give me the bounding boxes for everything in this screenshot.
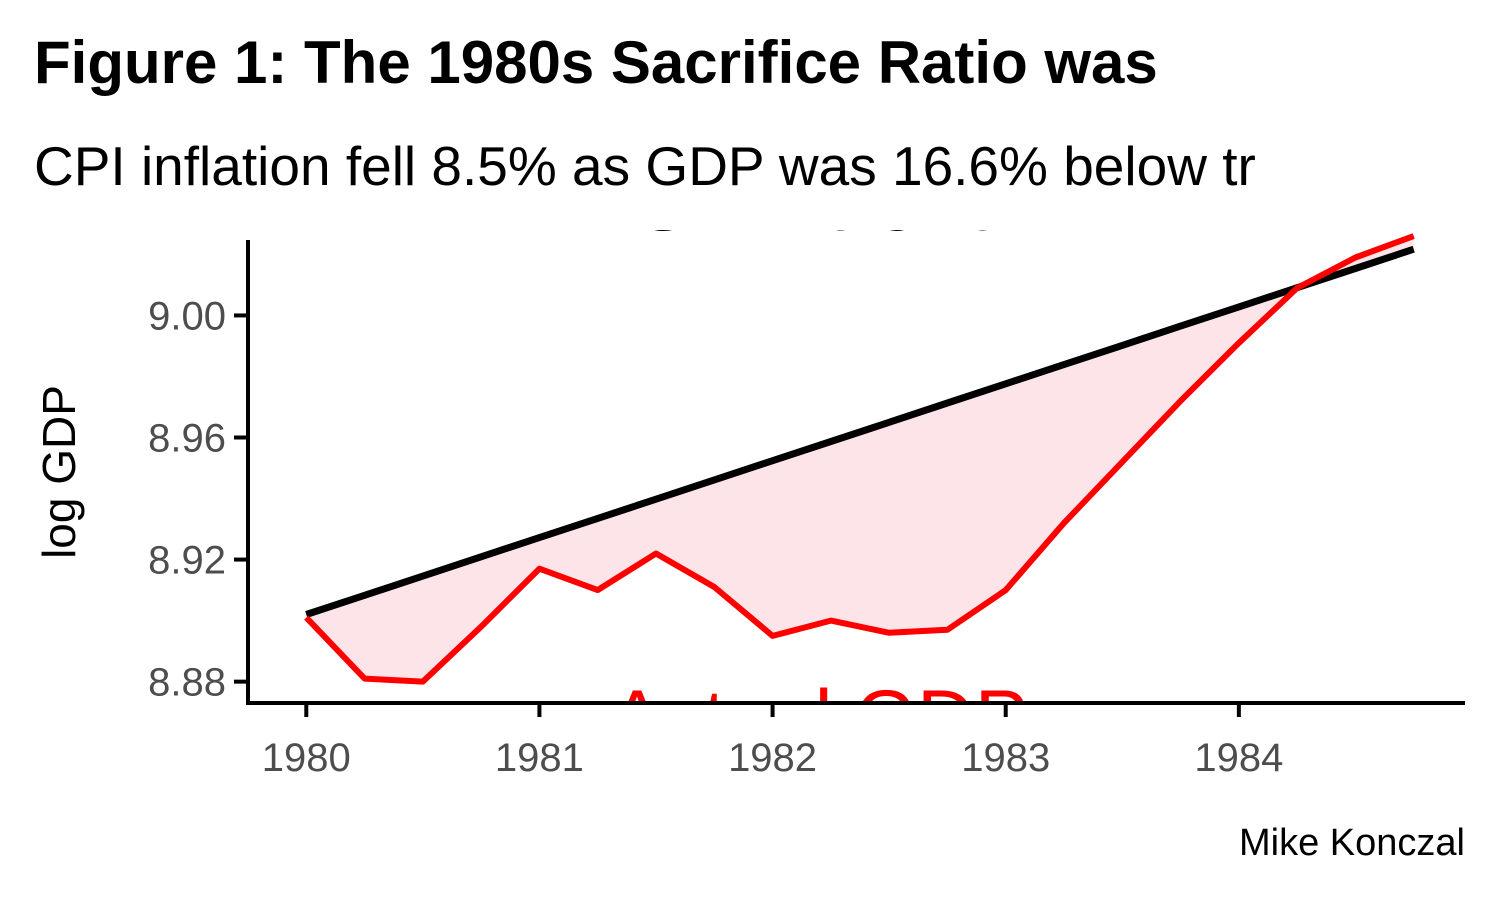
series-line-actual-gdp — [304, 233, 1415, 685]
chart-title: Figure 1: The 1980s Sacrifice Ratio was — [34, 29, 1158, 96]
y-axis-title: log GDP — [33, 385, 85, 559]
annotation-actual-gdp: Actual GDP — [610, 674, 1028, 763]
y-tick-label: 8.92 — [148, 539, 226, 583]
caption: Mike Konczal — [1239, 822, 1465, 864]
y-tick-label: 8.88 — [148, 661, 226, 705]
x-tick-label: 1981 — [495, 736, 584, 780]
x-tick-label: 1982 — [728, 736, 817, 780]
x-tick-label: 1984 — [1194, 736, 1283, 780]
x-axis-ticks: 1980 1981 1982 1983 1984 — [262, 703, 1283, 780]
x-tick-label: 1983 — [961, 736, 1050, 780]
annotation-gdp-trend: GDP trend — [631, 158, 1007, 247]
plot-area: GDP trend Actual GDP — [304, 158, 1415, 763]
y-tick-label: 9.00 — [148, 294, 226, 338]
chart-subtitle: CPI inflation fell 8.5% as GDP was 16.6%… — [34, 135, 1256, 197]
output-gap-area — [306, 236, 1414, 682]
y-tick-label: 8.96 — [148, 417, 226, 461]
y-axis-ticks: 8.88 8.92 8.96 9.00 — [148, 294, 248, 705]
x-tick-label: 1980 — [262, 736, 351, 780]
series-line-gdp-trend — [305, 245, 1415, 618]
axes: 8.88 8.92 8.96 9.00 1980 1981 1982 1983 1984 — [148, 240, 1465, 780]
